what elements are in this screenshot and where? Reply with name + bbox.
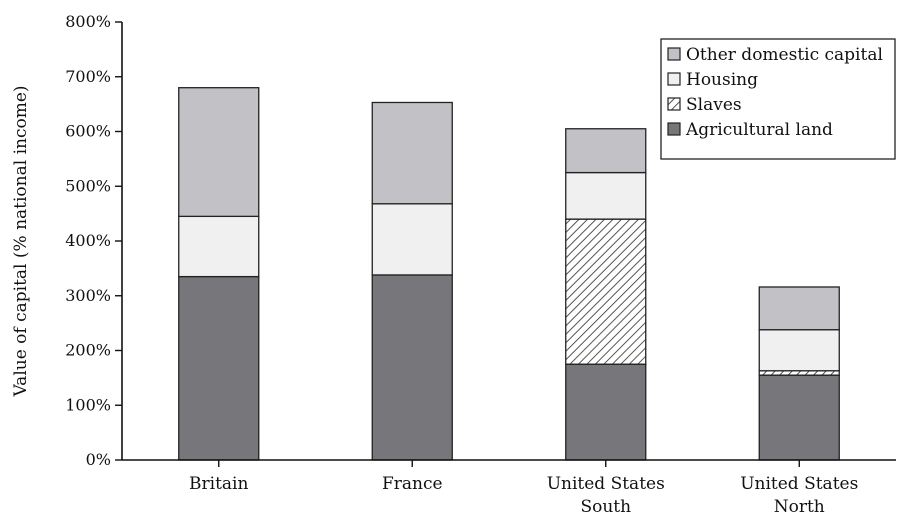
x-tick-label: United States <box>740 474 858 494</box>
y-tick-label: 800% <box>65 12 111 31</box>
bar-united-states-north-agricultural-land <box>758 374 840 461</box>
y-tick-label: 100% <box>65 395 111 414</box>
bar-united-states-north-housing <box>758 329 840 372</box>
legend-swatch-slaves <box>667 97 681 111</box>
x-tick-label: United States <box>547 474 665 494</box>
legend-swatch-agricultural-land <box>667 122 681 136</box>
x-tick-label: France <box>382 474 443 494</box>
y-tick-label: 700% <box>65 67 111 86</box>
y-axis-title: Value of capital (% national income) <box>11 85 31 397</box>
legend-swatch-other-domestic-capital <box>667 47 681 61</box>
y-tick-label: 500% <box>65 176 111 195</box>
legend-label-other-domestic-capital: Other domestic capital <box>686 45 883 65</box>
bar-united-states-south-other-domestic-capital <box>565 128 647 174</box>
bar-france-other-domestic-capital <box>371 101 453 205</box>
y-tick-label: 300% <box>65 286 111 305</box>
bar-united-states-south-slaves <box>565 218 647 365</box>
legend-label-slaves: Slaves <box>686 95 742 115</box>
legend-label-agricultural-land: Agricultural land <box>685 120 833 140</box>
y-tick-label: 600% <box>65 122 111 141</box>
y-tick-label: 400% <box>65 231 111 250</box>
x-tick-label: North <box>774 497 825 516</box>
bar-france-agricultural-land <box>371 274 453 461</box>
x-tick-label: South <box>580 497 631 516</box>
y-tick-label: 0% <box>86 450 111 469</box>
legend-box <box>660 38 896 160</box>
bar-britain-agricultural-land <box>178 275 260 461</box>
bar-france-housing <box>371 203 453 276</box>
bar-britain-other-domestic-capital <box>178 87 260 218</box>
bar-united-states-south-agricultural-land <box>565 363 647 461</box>
legend-swatch-housing <box>667 72 681 86</box>
y-tick-label: 200% <box>65 341 111 360</box>
bar-united-states-north-other-domestic-capital <box>758 286 840 331</box>
legend-label-housing: Housing <box>686 70 758 90</box>
bar-united-states-south-housing <box>565 171 647 220</box>
bar-united-states-north-slaves <box>758 370 840 376</box>
bar-britain-housing <box>178 215 260 278</box>
x-tick-label: Britain <box>189 474 248 494</box>
